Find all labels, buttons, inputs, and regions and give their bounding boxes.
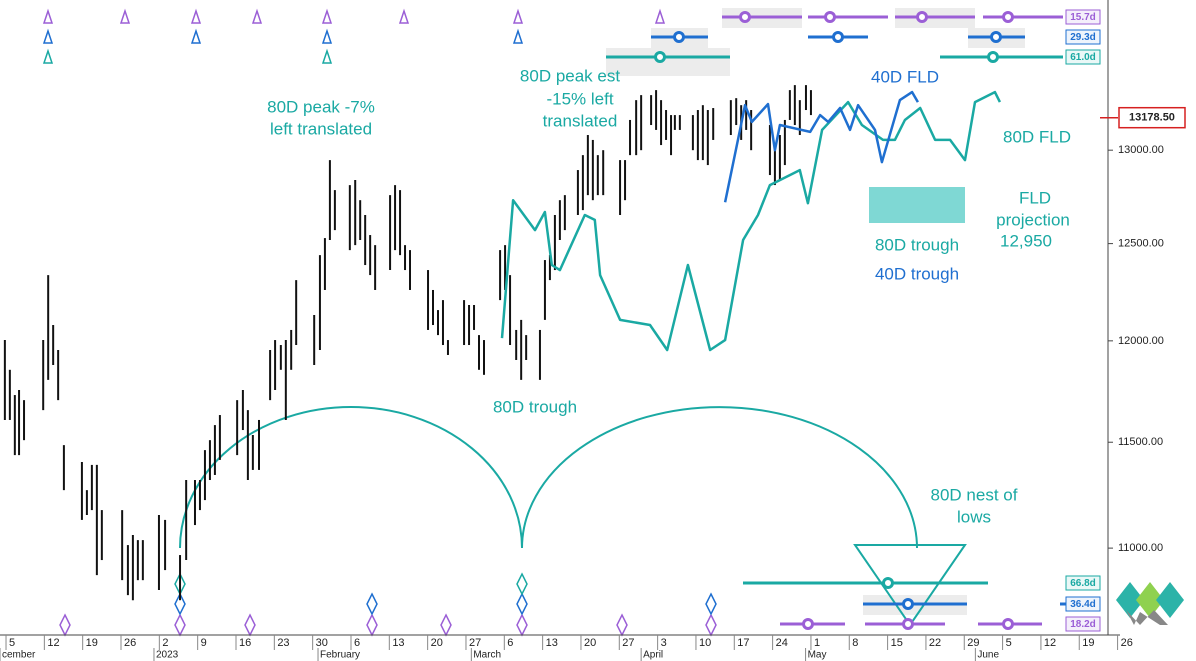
month-label: March	[473, 650, 501, 661]
fld-line	[500, 90, 1002, 352]
cycle-label-box	[1065, 575, 1101, 591]
x-tick-label: 19	[1082, 637, 1094, 649]
x-tick-label: 29	[967, 637, 979, 649]
x-tick-label: 19	[86, 637, 98, 649]
month-label: June	[977, 650, 999, 661]
cycle-arcs	[179, 406, 918, 549]
annotation: 80D peak -7%	[267, 97, 375, 116]
x-tick-label: 27	[469, 637, 481, 649]
y-tick-label: 12500.00	[1118, 238, 1164, 250]
last-price-box	[1118, 106, 1186, 129]
period-bars-top	[606, 11, 1063, 63]
cycle-label-box	[1065, 616, 1101, 632]
x-tick-label: 22	[929, 637, 941, 649]
x-tick-label: 24	[776, 637, 788, 649]
month-label: February	[320, 650, 360, 661]
month-label: 2023	[156, 650, 179, 661]
plot-area	[3, 85, 1002, 601]
annotation: translated	[543, 111, 618, 130]
annotation: left translated	[270, 119, 372, 138]
cycle-label: 29.3d	[1070, 32, 1096, 43]
x-tick-label: 10	[699, 637, 711, 649]
cycle-label-box	[1065, 596, 1101, 612]
cycle-label: 66.8d	[1070, 578, 1096, 589]
annotation: projection	[996, 210, 1070, 229]
cycle-label: 15.7d	[1070, 12, 1096, 23]
cycle-label-box	[1065, 29, 1101, 45]
y-tick-label: 11500.00	[1118, 436, 1163, 448]
annotation: 40D trough	[875, 264, 959, 283]
cycle-label: 18.2d	[1070, 619, 1096, 630]
annotation: 80D peak est	[520, 66, 620, 85]
y-tick-label: 12000.00	[1118, 335, 1164, 347]
phasing-triangles	[42, 8, 666, 64]
annotation: lows	[957, 507, 991, 526]
cycle-label-box	[1065, 9, 1101, 25]
x-tick-label: 6	[354, 637, 360, 649]
x-tick-label: 20	[584, 637, 596, 649]
annotations: 80D peak -7% left translated 80D peak es…	[267, 66, 1071, 526]
last-price-label: 13178.50	[1129, 112, 1175, 124]
month-label: cember	[2, 650, 36, 661]
x-tick-label: 6	[507, 637, 513, 649]
x-tick-label: 13	[392, 637, 404, 649]
annotation: -15% left	[546, 89, 613, 108]
x-tick-label: 20	[431, 637, 443, 649]
projection-box	[869, 187, 965, 223]
x-tick-label: 17	[737, 637, 749, 649]
x-tick-label: 9	[201, 637, 207, 649]
x-tick-label: 23	[277, 637, 289, 649]
y-tick-label: 11000.00	[1118, 542, 1163, 554]
month-label: April	[643, 650, 663, 661]
annotation: 80D nest of	[931, 485, 1018, 504]
x-tick-label: 27	[622, 637, 634, 649]
x-tick-label: 5	[1006, 637, 1012, 649]
x-tick-label: 2	[162, 637, 168, 649]
x-tick-label: 12	[47, 637, 59, 649]
x-tick-label: 13	[546, 637, 558, 649]
annotation: 12,950	[1000, 231, 1052, 250]
period-bars-bottom	[743, 577, 1100, 630]
x-tick-label: 16	[239, 637, 251, 649]
x-tick-label: 5	[9, 637, 15, 649]
x-tick-label: 30	[316, 637, 328, 649]
fld-line	[723, 90, 919, 203]
x-tick-label: 12	[1044, 637, 1056, 649]
x-tick-label: 1	[814, 637, 820, 649]
cycle-label: 36.4d	[1070, 599, 1096, 610]
x-tick-label: 26	[1121, 637, 1133, 649]
annotation: 80D trough	[493, 397, 577, 416]
annotation: 80D trough	[875, 235, 959, 254]
annotation: FLD	[1019, 188, 1051, 207]
month-label: May	[808, 650, 827, 661]
x-tick-label: 3	[661, 637, 667, 649]
x-tick-label: 8	[852, 637, 858, 649]
x-tick-label: 26	[124, 637, 136, 649]
annotation: 80D FLD	[1003, 127, 1071, 146]
logo	[1116, 582, 1184, 625]
cycle-label: 61.0d	[1070, 52, 1096, 63]
cycle-label-box	[1065, 49, 1101, 65]
x-tick-label: 15	[891, 637, 903, 649]
y-tick-label: 13000.00	[1118, 144, 1164, 156]
annotation: 40D FLD	[871, 67, 939, 86]
cycle-labels: 15.7d 29.3d 61.0d 66.8d 36.4d 18.2d	[1065, 9, 1101, 632]
